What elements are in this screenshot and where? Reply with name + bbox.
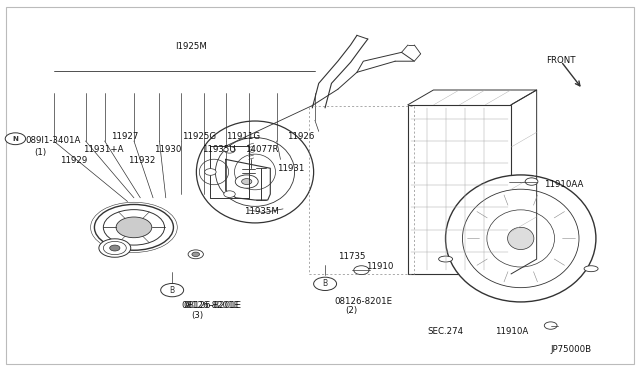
Ellipse shape [584, 266, 598, 272]
Circle shape [354, 266, 369, 275]
Text: 08126-8201E: 08126-8201E [184, 301, 242, 311]
Text: 11910: 11910 [366, 262, 393, 271]
Bar [408, 105, 511, 274]
Circle shape [109, 245, 120, 251]
Circle shape [236, 175, 258, 188]
Text: N: N [12, 136, 19, 142]
Text: 11910AA: 11910AA [544, 180, 584, 189]
Text: 08126-8201E: 08126-8201E [334, 297, 392, 306]
Text: 11926: 11926 [287, 132, 314, 141]
Circle shape [224, 191, 236, 198]
Circle shape [224, 147, 236, 153]
Ellipse shape [438, 256, 452, 262]
Text: 14077R: 14077R [245, 145, 278, 154]
Text: 11931+A: 11931+A [83, 145, 124, 154]
Circle shape [525, 178, 538, 185]
Text: 11910A: 11910A [495, 327, 529, 336]
Circle shape [242, 179, 252, 185]
Text: 089I1-3401A: 089I1-3401A [26, 137, 81, 145]
Text: 11935M: 11935M [244, 206, 278, 216]
Circle shape [116, 217, 152, 238]
Ellipse shape [445, 175, 596, 302]
Text: 11932: 11932 [127, 155, 155, 165]
Text: I1925M: I1925M [175, 42, 207, 51]
Circle shape [544, 322, 557, 329]
Circle shape [95, 205, 173, 250]
Text: 11911G: 11911G [226, 132, 260, 141]
Circle shape [5, 133, 26, 145]
Circle shape [314, 277, 337, 291]
Text: SEC.274: SEC.274 [427, 327, 463, 336]
Circle shape [192, 252, 200, 257]
Text: 11931: 11931 [276, 164, 304, 173]
Text: 11929: 11929 [60, 155, 87, 165]
Circle shape [188, 250, 204, 259]
Text: B: B [170, 286, 175, 295]
Text: 11935U: 11935U [202, 145, 236, 154]
Ellipse shape [196, 121, 314, 223]
Text: (2): (2) [346, 306, 358, 315]
Text: 11927: 11927 [111, 132, 138, 141]
Circle shape [205, 169, 216, 175]
Text: (3): (3) [191, 311, 204, 320]
Text: 11925G: 11925G [182, 132, 216, 141]
Text: 11930: 11930 [154, 145, 182, 154]
Circle shape [99, 239, 131, 257]
Ellipse shape [508, 227, 534, 250]
Text: JP75000B: JP75000B [550, 345, 592, 354]
Text: 11735: 11735 [338, 252, 365, 262]
Circle shape [161, 283, 184, 297]
Text: 08126-8201E: 08126-8201E [181, 301, 239, 311]
Text: (1): (1) [35, 148, 47, 157]
Text: FRONT: FRONT [546, 56, 576, 65]
Text: B: B [323, 279, 328, 288]
